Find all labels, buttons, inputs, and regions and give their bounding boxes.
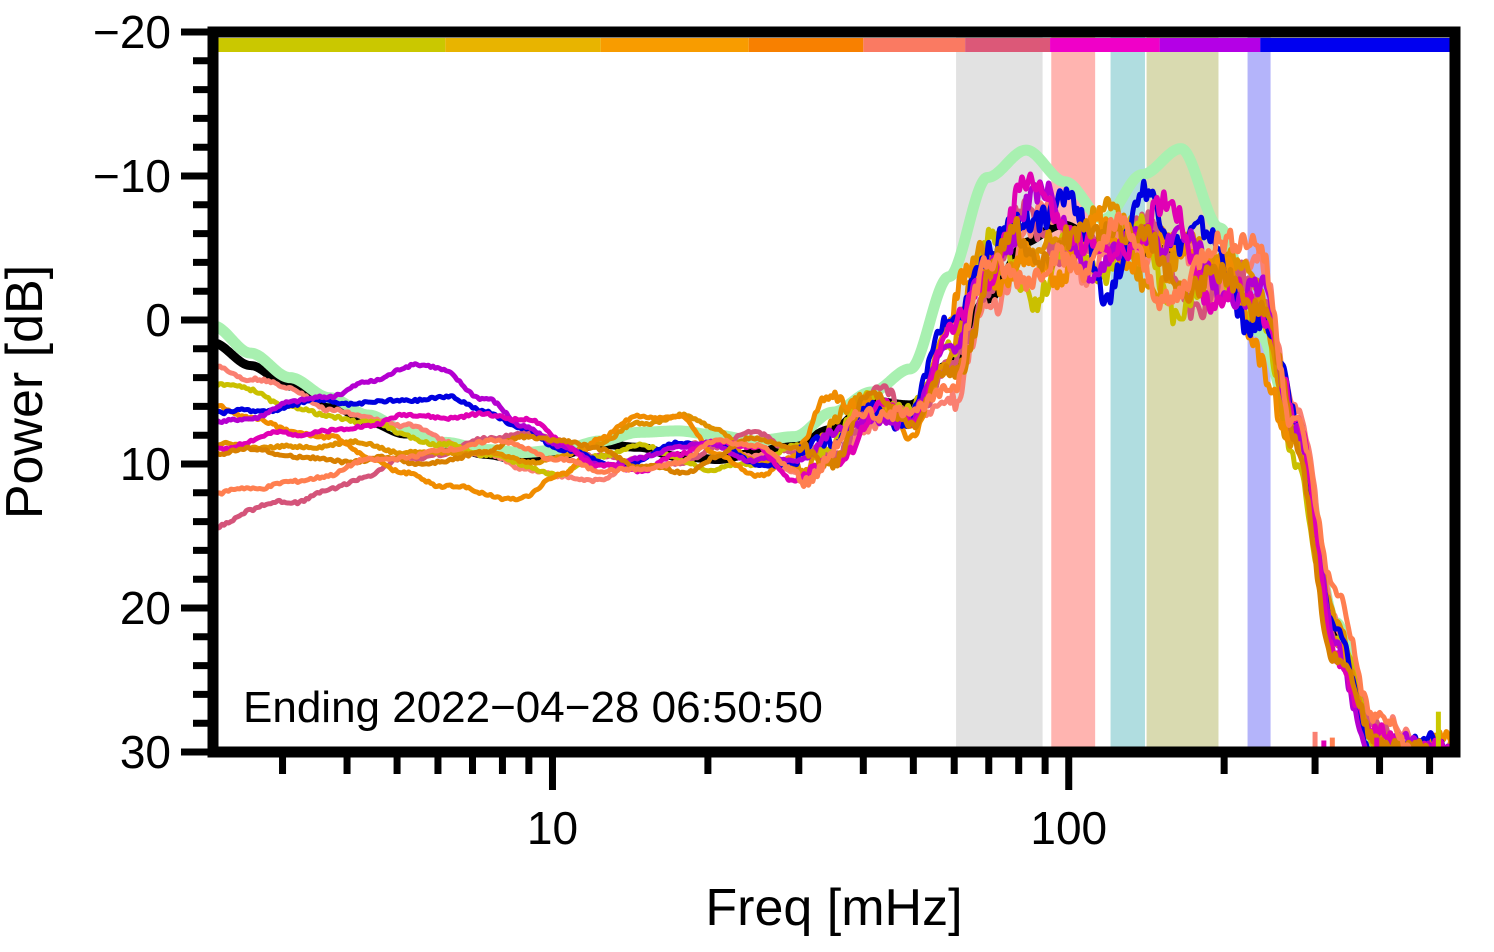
axis-frame	[207, 26, 1461, 758]
band-khaki	[1146, 32, 1219, 752]
seg-salmon	[863, 38, 966, 52]
x-tick-label: 10	[527, 802, 578, 854]
seg-magenta	[1050, 38, 1160, 52]
curve-spectrum-10	[213, 211, 1455, 752]
x-axis-label: Freq [mHz]	[705, 879, 962, 937]
seg-amber	[600, 38, 749, 52]
y-tick-label: 30	[120, 726, 171, 778]
band-gray	[956, 32, 1043, 752]
x-tick-label: 100	[1030, 802, 1107, 854]
ending-timestamp-annotation: Ending 2022−04−28 06:50:50	[243, 683, 823, 732]
seg-yellow-green	[213, 38, 446, 52]
seg-purple	[1159, 38, 1261, 52]
y-tick-label: −20	[93, 6, 171, 58]
seg-yellow	[445, 38, 601, 52]
band-periwinkle	[1247, 32, 1271, 752]
y-tick-label: 20	[120, 582, 171, 634]
seg-rose	[965, 38, 1051, 52]
seg-blue	[1260, 38, 1455, 52]
band-teal	[1110, 32, 1145, 752]
plot-border	[207, 26, 1461, 758]
top-colorbar	[213, 38, 1455, 52]
y-tick-label: 10	[120, 438, 171, 490]
y-tick-label: 0	[145, 294, 171, 346]
y-axis-label: Power [dB]	[0, 265, 54, 519]
y-tick-label: −10	[93, 150, 171, 202]
curve-spectrum-9	[213, 216, 1455, 752]
axis-ticks-group	[181, 28, 1434, 790]
curve-spectrum-7	[213, 179, 1455, 752]
band-pink	[1051, 32, 1096, 752]
spectrum-curves-group	[213, 143, 1455, 752]
seg-orange	[748, 38, 864, 52]
